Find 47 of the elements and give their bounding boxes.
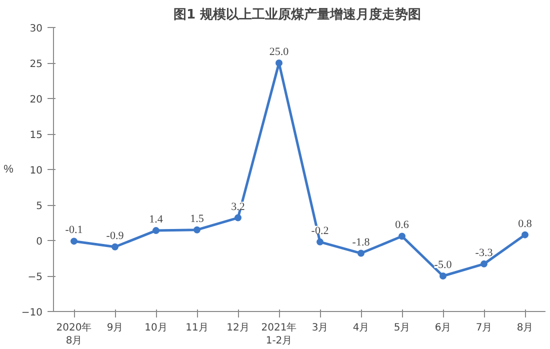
x-tick-label: 6月: [434, 322, 452, 334]
point: [440, 272, 446, 280]
y-tick-label: 20: [30, 94, 43, 106]
text: -0.1: [65, 224, 83, 236]
x-tick-label: 11月: [186, 322, 208, 334]
text: -0.2: [311, 224, 329, 237]
x-tick-label: 7月: [476, 322, 492, 334]
x-tick-label: 12月: [226, 322, 250, 334]
point: [358, 250, 364, 257]
point: [398, 232, 406, 240]
x-tick-label: 8月: [516, 322, 534, 334]
point: [152, 227, 160, 234]
y-tick-label: −10: [21, 308, 43, 318]
x-tick-label: 9月: [106, 322, 124, 334]
point: [234, 214, 242, 222]
point: [112, 243, 118, 250]
chart-title: 图1 规模以上工业原煤产量增速月度走势图: [173, 6, 422, 22]
point: [194, 226, 200, 234]
text: 0.6: [395, 219, 409, 232]
point: [70, 238, 78, 245]
point: [522, 231, 528, 238]
text: -3.3: [475, 246, 493, 259]
y-tick-label: 30: [30, 24, 43, 34]
y-tick-label: 25: [30, 59, 43, 70]
y-tick-label: 0: [36, 236, 43, 248]
text: 0.8: [518, 218, 532, 230]
x-tick-label: 3月: [312, 322, 328, 334]
text: 25.0: [269, 46, 289, 58]
text: 3.2: [231, 200, 245, 213]
y-tick-label: 10: [30, 166, 43, 176]
x-tick-label: 2021年 1-2月: [261, 322, 297, 347]
y-axis-title: %: [4, 164, 14, 176]
point: [480, 260, 488, 268]
text: -0.9: [106, 230, 124, 242]
x-tick-label: 10月: [144, 322, 168, 334]
y-tick-label: 15: [30, 130, 43, 141]
text: -5.0: [434, 259, 452, 271]
point: [276, 60, 282, 66]
text: 1.5: [190, 212, 204, 225]
text: -1.8: [352, 236, 370, 248]
x-tick-label: 4月: [352, 322, 370, 334]
point: [316, 238, 324, 246]
x-tick-label: 5月: [394, 322, 410, 334]
y-tick-label: 5: [36, 201, 43, 212]
text: 1.4: [149, 214, 163, 226]
y-tick-label: −5: [28, 272, 43, 283]
x-tick-label: 2020年 8月: [56, 322, 92, 347]
